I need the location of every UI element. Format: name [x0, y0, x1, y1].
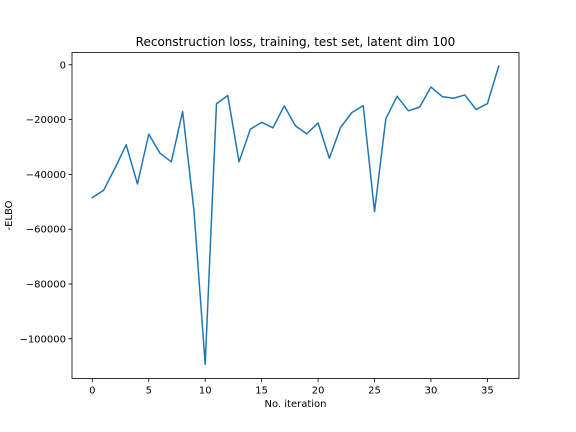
x-tick-label: 0 [89, 386, 95, 397]
y-tick-label: −20000 [26, 115, 66, 126]
plot-area: 0 5 10 15 20 25 30 35 0 −20000 −40000 −60000 −80000 −… [19, 60, 500, 397]
x-tick-label: 35 [481, 386, 494, 397]
y-tick-label: −80000 [26, 279, 66, 290]
x-tick-label: 5 [146, 386, 152, 397]
y-tick-label: 0 [60, 60, 66, 71]
x-tick-label: 25 [368, 386, 381, 397]
x-tick-label: 20 [312, 386, 325, 397]
y-tick-label: −60000 [26, 225, 66, 236]
y-tick-label: −100000 [19, 334, 66, 345]
y-tick-label: −40000 [26, 170, 66, 181]
chart-title: Reconstruction loss, training, test set,… [136, 35, 456, 49]
x-tick-label: 15 [255, 386, 268, 397]
x-tick-label: 30 [425, 386, 438, 397]
x-tick-label: 10 [199, 386, 212, 397]
plot-frame [71, 52, 520, 379]
y-axis-label: -ELBO [4, 200, 15, 230]
x-axis-label: No. iteration [264, 399, 326, 410]
